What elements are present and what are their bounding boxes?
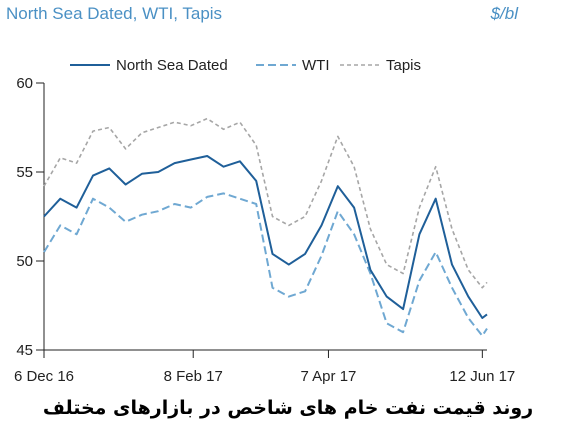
- legend-label: WTI: [302, 57, 330, 74]
- unit-label: $/bl: [490, 4, 518, 23]
- line-chart: North Sea Dated WTI Tapis 45 50 55 60 6 Dec 16…: [14, 57, 515, 385]
- y-tick-label: 45: [16, 342, 33, 359]
- y-tick-label: 60: [16, 75, 33, 92]
- y-tick-label: 55: [16, 164, 33, 181]
- series-line-tapis: [43, 117, 488, 289]
- x-tick-label: 8 Feb 17: [164, 368, 223, 385]
- series-line-wti: [43, 192, 488, 337]
- legend: North Sea Dated WTI Tapis: [70, 57, 421, 74]
- chart-title: North Sea Dated, WTI, Tapis: [6, 4, 223, 23]
- legend-label: North Sea Dated: [116, 57, 228, 74]
- series-line-north-sea-dated: [43, 155, 488, 319]
- persian-caption: روند قیمت نفت خام های شاخص در بازارهای م…: [42, 397, 534, 419]
- x-tick-label: 12 Jun 17: [449, 368, 515, 385]
- axes: 45 50 55 60 6 Dec 16 8 Feb 17 7 Apr 17 12 Jun 1…: [14, 75, 515, 385]
- x-tick-label: 7 Apr 17: [301, 368, 357, 385]
- y-tick-label: 50: [16, 253, 33, 270]
- x-tick-label: 6 Dec 16: [14, 368, 74, 385]
- legend-label: Tapis: [386, 57, 421, 74]
- series-lines: [43, 117, 488, 337]
